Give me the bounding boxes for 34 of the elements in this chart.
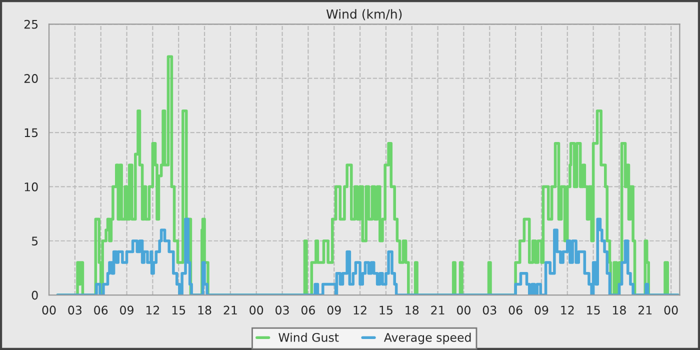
y-tick-label: 10: [24, 182, 38, 192]
y-tick-label: 0: [32, 290, 38, 300]
x-tick-label: 03: [482, 306, 496, 315]
x-tick-label: 09: [327, 306, 341, 315]
x-tick-label: 21: [431, 306, 444, 314]
legend-label: Average speed: [384, 332, 471, 344]
x-tick-label: 12: [146, 306, 160, 314]
x-tick-label: 18: [198, 306, 212, 315]
x-tick-label: 18: [406, 306, 419, 315]
x-tick-label: 15: [380, 306, 392, 315]
y-tick-label: 15: [24, 128, 38, 138]
y-tick-label: 25: [24, 20, 38, 29]
x-tick-label: 06: [301, 306, 315, 315]
x-tick-label: 06: [94, 306, 108, 315]
x-tick-label: 00: [664, 306, 678, 315]
x-tick-label: 03: [68, 306, 82, 315]
legend-label: Wind Gust: [278, 332, 339, 342]
x-tick-label: 03: [276, 306, 289, 315]
x-tick-label: 12: [354, 306, 366, 314]
x-tick-label: 18: [613, 306, 626, 315]
x-tick-label: 21: [224, 306, 237, 314]
y-tick-label: 20: [24, 74, 38, 83]
x-tick-label: 15: [172, 306, 186, 315]
x-tick-label: 00: [456, 306, 470, 315]
x-tick-label: 00: [250, 306, 264, 315]
x-tick-label: 21: [638, 306, 652, 314]
x-tick-label: 15: [587, 306, 600, 315]
x-tick-label: 12: [561, 306, 574, 314]
chart-title: Wind (km/h): [326, 9, 402, 20]
x-tick-label: 06: [508, 306, 522, 315]
x-tick-label: 00: [42, 306, 56, 315]
x-tick-label: 09: [534, 306, 548, 315]
x-tick-label: 09: [120, 306, 134, 315]
y-tick-label: 5: [32, 236, 38, 246]
